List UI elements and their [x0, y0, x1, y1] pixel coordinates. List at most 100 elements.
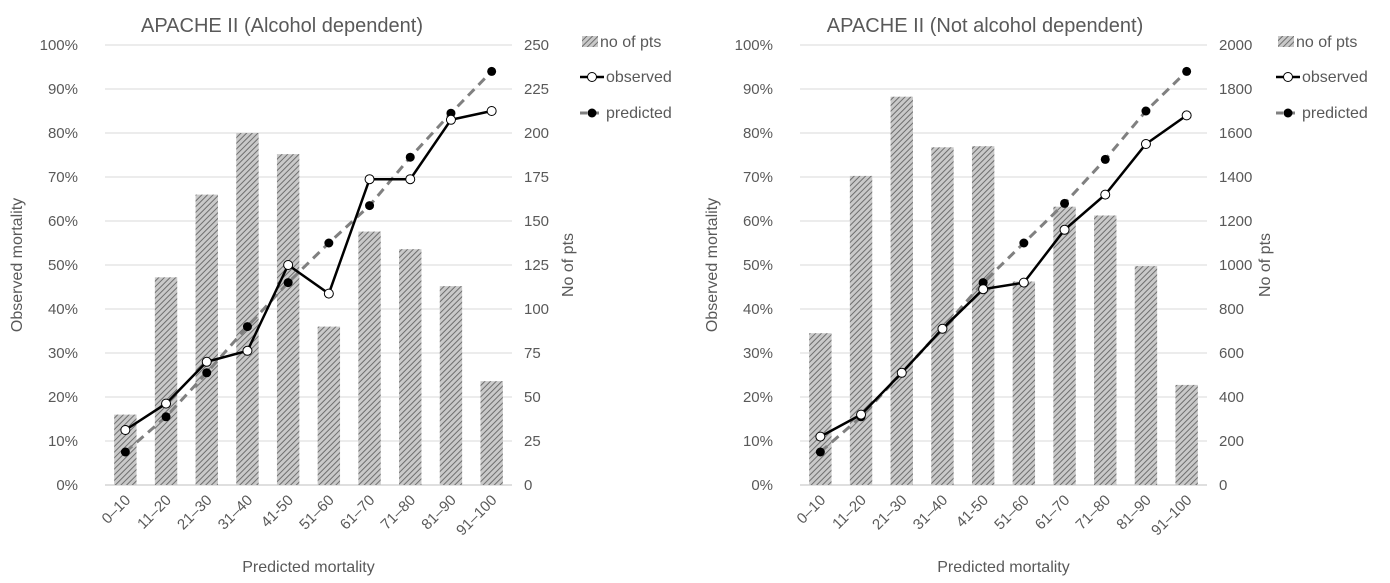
bar-no-of-pts: [1013, 282, 1035, 486]
bar-no-of-pts: [1175, 385, 1197, 485]
y-tick-label: 50%: [48, 257, 78, 274]
bar-no-of-pts: [440, 286, 462, 485]
bar-no-of-pts: [972, 146, 994, 485]
observed-point: [162, 399, 171, 408]
bar-no-of-pts: [1135, 266, 1157, 485]
y2-tick-label: 1200: [1219, 213, 1252, 230]
legend: no of pts observed predicted: [1276, 34, 1368, 122]
observed-point: [938, 324, 947, 333]
y-tick-label: 70%: [743, 169, 773, 186]
x-tick-label: 51–60: [991, 492, 1033, 534]
y2-tick-label: 400: [1219, 389, 1244, 406]
y2-tick-label: 50: [524, 389, 541, 406]
y-tick-label: 30%: [743, 345, 773, 362]
bar-no-of-pts: [318, 327, 340, 485]
y-tick-label: 70%: [48, 169, 78, 186]
x-tick-label: 91–100: [1148, 492, 1195, 539]
x-tick-label: 0–10: [794, 492, 830, 528]
y2-tick-label: 1000: [1219, 257, 1252, 274]
y-tick-label: 80%: [48, 125, 78, 142]
y-tick-label: 100%: [735, 37, 773, 54]
y2-tick-label: 1800: [1219, 81, 1252, 98]
predicted-point: [1101, 155, 1110, 164]
y-tick-label: 40%: [48, 301, 78, 318]
bar-no-of-pts: [236, 133, 258, 485]
predicted-point: [162, 412, 171, 421]
x-axis-title: Predicted mortality: [937, 559, 1070, 576]
observed-point: [243, 346, 252, 355]
y2-tick-label: 150: [524, 213, 549, 230]
y2-tick-label: 200: [1219, 433, 1244, 450]
legend-marker-predicted: [588, 109, 597, 118]
predicted-point: [1060, 199, 1069, 208]
chart-title: APACHE II (Alcohol dependent): [141, 15, 423, 37]
observed-point: [897, 368, 906, 377]
y-tick-label: 80%: [743, 125, 773, 142]
y-tick-label: 10%: [48, 433, 78, 450]
y-tick-label: 20%: [743, 389, 773, 406]
y2-tick-label: 600: [1219, 345, 1244, 362]
x-tick-label: 91–100: [453, 492, 500, 539]
observed-point: [1182, 111, 1191, 120]
x-tick-label: 41-50: [258, 492, 297, 531]
bar-no-of-pts: [1053, 207, 1075, 485]
y-tick-label: 0%: [56, 477, 78, 494]
y2-tick-label: 125: [524, 257, 549, 274]
observed-point: [1141, 140, 1150, 149]
bar-no-of-pts: [850, 176, 872, 485]
legend-label: predicted: [606, 105, 672, 122]
y-tick-label: 60%: [48, 213, 78, 230]
x-axis-title: Predicted mortality: [242, 559, 375, 576]
x-tick-label: 31–40: [910, 492, 952, 534]
bar-no-of-pts: [809, 333, 831, 485]
x-tick-label: 31–40: [215, 492, 257, 534]
legend-label: observed: [1302, 69, 1368, 86]
predicted-point: [1141, 107, 1150, 116]
bar-no-of-pts: [891, 97, 913, 485]
y-tick-label: 90%: [743, 81, 773, 98]
x-tick-label: 11–20: [134, 492, 175, 533]
predicted-line: [820, 71, 1186, 452]
observed-point: [202, 357, 211, 366]
legend-marker-observed: [588, 73, 597, 82]
y-tick-label: 50%: [743, 257, 773, 274]
chart-not-alcohol-dependent: APACHE II (Not alcohol dependent) 0% 0 10% 2…: [704, 15, 1368, 576]
y-axis-title: Observed mortality: [704, 198, 721, 332]
predicted-point: [284, 278, 293, 287]
x-tick-label: 21–30: [869, 492, 911, 534]
observed-point: [284, 261, 293, 270]
observed-point: [324, 289, 333, 298]
observed-point: [816, 432, 825, 441]
y-tick-label: 0%: [751, 477, 773, 494]
legend-label: no of pts: [1296, 34, 1357, 51]
chart-title: APACHE II (Not alcohol dependent): [827, 15, 1143, 37]
x-tick-label: 71–80: [1073, 492, 1115, 534]
x-tick-label: 61–70: [1032, 492, 1074, 534]
predicted-point: [121, 448, 130, 457]
y2-tick-label: 100: [524, 301, 549, 318]
y2-tick-label: 0: [1219, 477, 1227, 494]
legend-label: observed: [606, 69, 672, 86]
bar-no-of-pts: [480, 381, 502, 485]
y-tick-label: 60%: [743, 213, 773, 230]
y2-tick-label: 225: [524, 81, 549, 98]
observed-point: [1060, 225, 1069, 234]
y-tick-label: 20%: [48, 389, 78, 406]
y-tick-label: 100%: [40, 37, 78, 54]
legend: no of pts observed predicted: [580, 34, 672, 122]
y2-tick-label: 25: [524, 433, 541, 450]
predicted-point: [365, 201, 374, 210]
bar-no-of-pts: [1094, 216, 1116, 486]
legend-swatch-bar: [1278, 36, 1294, 47]
observed-point: [1101, 190, 1110, 199]
bar-no-of-pts: [196, 195, 218, 485]
y2-tick-label: 1600: [1219, 125, 1252, 142]
legend-marker-predicted: [1284, 109, 1293, 118]
x-tick-label: 41-50: [953, 492, 992, 531]
y-tick-label: 10%: [743, 433, 773, 450]
x-tick-label: 11–20: [829, 492, 870, 533]
observed-point: [121, 426, 130, 435]
y2-tick-label: 0: [524, 477, 532, 494]
y-axis-title: Observed mortality: [9, 198, 26, 332]
